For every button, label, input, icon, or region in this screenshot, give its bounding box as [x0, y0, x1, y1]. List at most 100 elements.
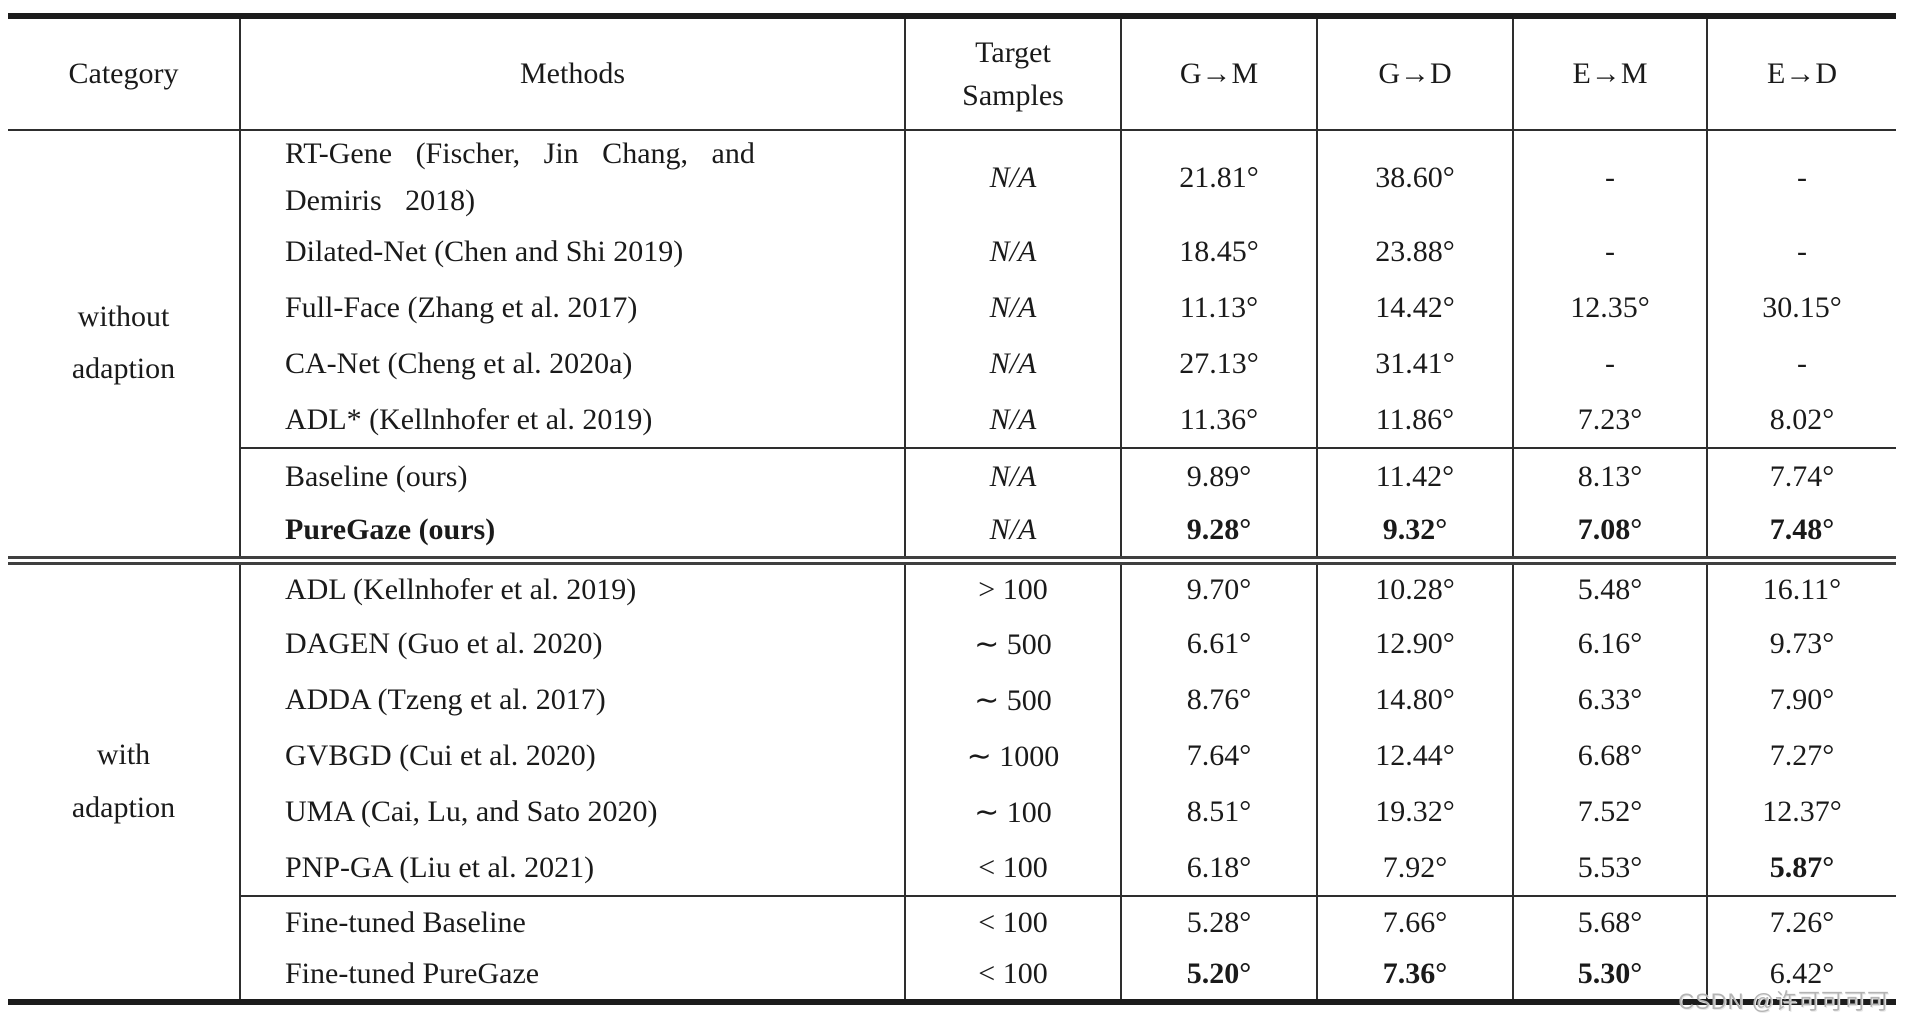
target-samples-cell: ∼ 100 [905, 784, 1122, 840]
table-row: ADDA (Tzeng et al. 2017) ∼ 500 8.76° 14.… [8, 672, 1896, 728]
gd-cell: 11.86° [1317, 392, 1514, 449]
ed-cell: 12.37° [1762, 795, 1842, 828]
gd-cell: 12.44° [1317, 728, 1514, 784]
table-row: Fine-tuned Baseline < 100 5.28° 7.66° 5.… [8, 896, 1896, 949]
ed-cell: 7.26° [1769, 906, 1835, 939]
gd-cell: 10.28° [1317, 560, 1514, 616]
em-cell: 7.23° [1513, 392, 1708, 449]
method-cell: GVBGD (Cui et al. 2020) [240, 728, 906, 784]
em-cell: 5.30° [1513, 949, 1708, 1002]
header-methods: Methods [240, 16, 906, 131]
em-cell: 8.13° [1513, 448, 1708, 504]
gm-cell: 9.28° [1121, 504, 1318, 565]
ed-cell: 16.11° [1762, 573, 1842, 607]
table-header-row: Category Methods Target Samples G→M G→D … [8, 16, 1896, 131]
ed-cell: 9.73° [1769, 627, 1835, 660]
table-row: UMA (Cai, Lu, and Sato 2020) ∼ 100 8.51°… [8, 784, 1896, 840]
table-row: PNP-GA (Liu et al. 2021) < 100 6.18° 7.9… [8, 840, 1896, 897]
gm-cell: 7.64° [1121, 728, 1318, 784]
gm-cell: 6.61° [1121, 616, 1318, 672]
table-row: Fine-tuned PureGaze < 100 5.20° 7.36° 5.… [8, 949, 1896, 1002]
em-cell: 7.08° [1513, 504, 1708, 565]
ed-cell: 6.42° [1769, 957, 1835, 990]
method-cell: RT-Gene (Fischer, Jin Chang, and Demiris… [240, 130, 906, 224]
ed-cell: 7.48° [1707, 504, 1896, 565]
target-samples-cell: < 100 [905, 840, 1122, 897]
gm-cell: 5.28° [1121, 896, 1318, 949]
ed-cell: 7.90° [1769, 683, 1835, 716]
category-without-adaption: without adaption [8, 130, 241, 565]
em-cell: 6.68° [1513, 728, 1708, 784]
table-row: CA-Net (Cheng et al. 2020a) N/A 27.13° 3… [8, 336, 1896, 392]
ed-cell: 7.74° [1769, 459, 1835, 493]
ed-cell: 7.27° [1769, 739, 1835, 772]
target-samples-cell: N/A [905, 224, 1122, 280]
gd-cell: 11.42° [1317, 448, 1514, 504]
method-cell: ADDA (Tzeng et al. 2017) [240, 672, 906, 728]
method-cell: Baseline (ours) [240, 448, 906, 504]
method-cell: Fine-tuned PureGaze [240, 949, 906, 1002]
gm-cell: 8.51° [1121, 784, 1318, 840]
header-category: Category [8, 16, 241, 131]
target-samples-cell: N/A [905, 448, 1122, 504]
gd-cell: 7.66° [1317, 896, 1514, 949]
target-samples-cell: N/A [905, 280, 1122, 336]
table-row: without adaption RT-Gene (Fischer, Jin C… [8, 130, 1896, 565]
gd-cell: 23.88° [1317, 224, 1514, 280]
em-cell: 5.68° [1513, 896, 1708, 949]
table-row: PureGaze (ours) N/A 9.28° 9.32° 7.08° 7.… [8, 504, 1896, 565]
results-table: Category Methods Target Samples G→M G→D … [8, 13, 1896, 1005]
gm-cell: 18.45° [1121, 224, 1318, 280]
target-samples-cell: > 100 [905, 560, 1122, 616]
target-samples-cell: N/A [905, 504, 1122, 565]
method-cell: PureGaze (ours) [240, 504, 906, 565]
em-cell: 6.33° [1513, 672, 1708, 728]
target-samples-cell: ∼ 500 [905, 616, 1122, 672]
gm-cell: 8.76° [1121, 672, 1318, 728]
gm-cell: 5.20° [1121, 949, 1318, 1002]
gd-cell: 31.41° [1317, 336, 1514, 392]
target-samples-cell: ∼ 500 [905, 672, 1122, 728]
gd-cell: 7.36° [1317, 949, 1514, 1002]
gd-cell: 14.80° [1317, 672, 1514, 728]
gm-cell: 6.18° [1121, 840, 1318, 897]
header-e-to-d: E→D [1707, 16, 1896, 131]
target-samples-cell: ∼ 1000 [905, 728, 1122, 784]
target-samples-cell: N/A [905, 130, 1122, 224]
method-cell: DAGEN (Guo et al. 2020) [240, 616, 906, 672]
table-row: DAGEN (Guo et al. 2020) ∼ 500 6.61° 12.9… [8, 616, 1896, 672]
gm-cell: 9.70° [1121, 560, 1318, 616]
watermark: CSDN @许可可可可 [1678, 989, 1890, 1014]
method-cell: ADL* (Kellnhofer et al. 2019) [240, 392, 906, 449]
header-target-samples: Target Samples [905, 16, 1122, 131]
ed-cell: 30.15° [1762, 291, 1842, 324]
method-cell: ADL (Kellnhofer et al. 2019) [240, 560, 906, 616]
gm-cell: 11.13° [1121, 280, 1318, 336]
em-cell: 12.35° [1513, 280, 1708, 336]
method-cell: PNP-GA (Liu et al. 2021) [240, 840, 906, 897]
header-g-to-m: G→M [1121, 16, 1318, 131]
method-cell: UMA (Cai, Lu, and Sato 2020) [240, 784, 906, 840]
ed-cell: - [1797, 235, 1807, 268]
results-table-container: Category Methods Target Samples G→M G→D … [8, 13, 1896, 1005]
gd-cell: 9.32° [1317, 504, 1514, 565]
ed-cell: - [1797, 160, 1807, 194]
table-row: Dilated-Net (Chen and Shi 2019) N/A 18.4… [8, 224, 1896, 280]
gd-cell: 7.92° [1317, 840, 1514, 897]
table-row: ADL* (Kellnhofer et al. 2019) N/A 11.36°… [8, 392, 1896, 449]
em-cell: 7.52° [1513, 784, 1708, 840]
method-cell: Fine-tuned Baseline [240, 896, 906, 949]
ed-cell: 5.87° [1707, 840, 1896, 897]
gm-cell: 9.89° [1121, 448, 1318, 504]
table-row: Full-Face (Zhang et al. 2017) N/A 11.13°… [8, 280, 1896, 336]
em-cell: - [1513, 336, 1708, 392]
header-e-to-m: E→M [1513, 16, 1708, 131]
gm-cell: 27.13° [1121, 336, 1318, 392]
target-samples-cell: < 100 [905, 949, 1122, 1002]
gd-cell: 12.90° [1317, 616, 1514, 672]
gm-cell: 11.36° [1121, 392, 1318, 449]
table-row: with adaption ADL (Kellnhofer et al. 201… [8, 560, 1896, 1002]
gm-cell: 21.81° [1121, 130, 1318, 224]
table-row: Baseline (ours) N/A 9.89° 11.42° 8.13° 7… [8, 448, 1896, 504]
